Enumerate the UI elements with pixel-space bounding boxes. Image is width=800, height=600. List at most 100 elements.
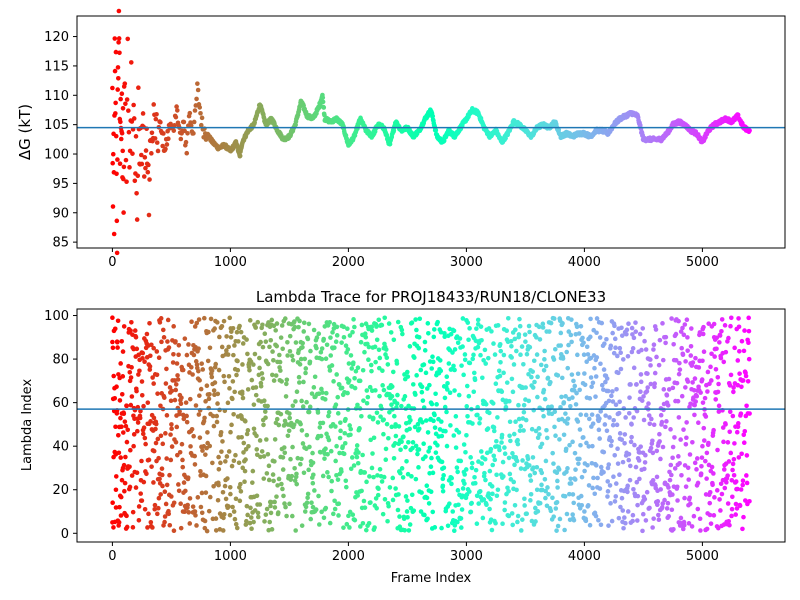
lambda-point: [453, 503, 458, 508]
lambda-point: [722, 485, 728, 491]
lambda-point: [264, 471, 270, 476]
lambda-point: [448, 423, 453, 428]
lambda-point: [474, 493, 480, 499]
lambda-point: [216, 467, 222, 472]
lambda-point: [573, 402, 579, 407]
lambda-point: [222, 483, 228, 489]
lambda-point: [608, 346, 613, 351]
lambda-point: [611, 350, 617, 356]
lambda-point: [218, 325, 224, 331]
lambda-point: [473, 346, 478, 351]
lambda-point: [431, 411, 437, 416]
lambda-point: [203, 452, 208, 457]
lambda-point: [163, 348, 168, 353]
delta-g-point: [198, 122, 204, 128]
lambda-point: [704, 382, 709, 388]
delta-g-point: [137, 161, 142, 167]
lambda-point: [617, 345, 623, 351]
lambda-point: [521, 402, 527, 408]
lambda-point: [740, 478, 746, 484]
lambda-point: [240, 465, 246, 471]
lambda-point: [688, 361, 693, 366]
lambda-point: [298, 461, 303, 467]
lambda-point: [180, 509, 186, 514]
lambda-point: [264, 506, 270, 512]
lambda-y-tick-label: 0: [61, 527, 69, 542]
lambda-point: [457, 492, 462, 498]
lambda-point: [684, 435, 689, 441]
lambda-point: [517, 323, 523, 329]
lambda-point: [554, 372, 559, 378]
lambda-point: [731, 385, 736, 390]
lambda-point: [667, 469, 672, 475]
lambda-point: [171, 324, 176, 329]
lambda-point: [117, 493, 123, 499]
lambda-point: [683, 484, 689, 489]
lambda-point: [130, 509, 136, 515]
lambda-point: [205, 430, 210, 435]
lambda-point: [720, 425, 726, 430]
delta-g-point: [191, 119, 197, 125]
lambda-point: [332, 506, 338, 512]
lambda-point: [425, 430, 431, 435]
lambda-point: [273, 342, 278, 348]
lambda-point: [610, 389, 615, 394]
lambda-point: [510, 451, 515, 456]
lambda-point: [648, 363, 653, 368]
lambda-point: [617, 399, 622, 405]
lambda-point: [300, 404, 306, 409]
lambda-point: [205, 440, 210, 446]
lambda-point: [368, 362, 374, 368]
lambda-point: [712, 346, 718, 352]
lambda-point: [420, 398, 426, 403]
lambda-point: [589, 412, 595, 417]
lambda-point: [133, 485, 139, 490]
delta-g-point: [158, 128, 164, 134]
lambda-point: [427, 359, 433, 364]
lambda-point: [360, 452, 365, 458]
lambda-point: [428, 464, 434, 470]
lambda-point: [657, 507, 663, 513]
lambda-point: [116, 433, 121, 438]
lambda-point: [403, 444, 408, 450]
lambda-point: [362, 349, 367, 355]
lambda-point: [382, 315, 388, 321]
lambda-point: [404, 428, 410, 433]
delta-g-point: [184, 150, 190, 156]
lambda-point: [705, 389, 710, 394]
delta-g-x-tick-label: 0: [108, 255, 116, 270]
lambda-point: [180, 457, 185, 463]
lambda-point: [385, 362, 391, 367]
lambda-point: [514, 439, 520, 444]
delta-g-point: [139, 152, 144, 158]
lambda-point: [509, 343, 514, 349]
delta-g-point: [235, 148, 241, 153]
lambda-point: [656, 512, 661, 518]
lambda-point: [361, 398, 366, 403]
lambda-point: [337, 450, 342, 456]
lambda-point: [257, 355, 262, 361]
lambda-point: [308, 459, 314, 464]
lambda-point: [523, 339, 528, 344]
lambda-point: [711, 513, 717, 518]
lambda-point: [359, 413, 364, 419]
lambda-point: [678, 329, 684, 334]
lambda-point: [410, 440, 416, 445]
lambda-y-tick-label: 60: [52, 396, 69, 411]
lambda-y-tick-label: 40: [52, 440, 69, 455]
lambda-point: [111, 454, 116, 460]
lambda-point: [730, 467, 735, 473]
lambda-point: [491, 453, 497, 459]
lambda-point: [147, 320, 152, 326]
lambda-point: [263, 339, 269, 344]
lambda-point: [475, 317, 481, 323]
lambda-point: [262, 519, 267, 524]
lambda-point: [369, 465, 375, 471]
delta-g-point: [116, 40, 121, 45]
lambda-point: [136, 504, 142, 509]
lambda-point: [301, 320, 307, 326]
lambda-point: [257, 438, 263, 443]
lambda-point: [564, 511, 570, 517]
delta-g-point: [195, 81, 200, 86]
lambda-point: [370, 451, 375, 456]
